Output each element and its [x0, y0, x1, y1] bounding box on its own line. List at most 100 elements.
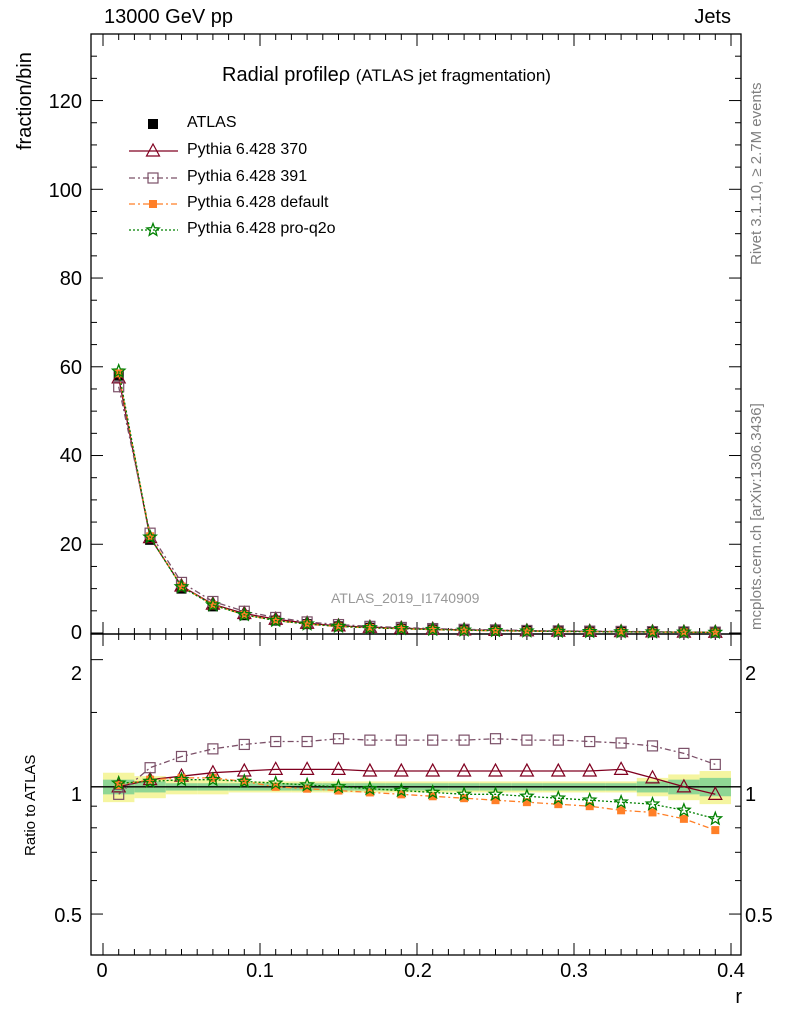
legend-marker — [148, 119, 158, 129]
ratio-data-point — [676, 778, 692, 793]
ratio-data-point — [707, 786, 723, 800]
ratio-data-point — [584, 735, 596, 748]
ratio-uncertainty-bands — [103, 771, 731, 805]
x-tick-label: 0.4 — [717, 960, 745, 982]
top-data-point — [173, 578, 190, 594]
x-axis-label: r — [735, 986, 742, 1008]
top-data-point — [365, 623, 374, 632]
top-series-line — [118, 371, 716, 634]
ratio-panel-frame — [90, 633, 742, 956]
ratio-data-point — [425, 762, 441, 777]
legend-label-default: Pythia 6.428 default — [187, 194, 329, 211]
top-data-point — [518, 622, 535, 638]
ratio-data-point — [585, 802, 594, 811]
ratio-data-point — [550, 762, 566, 777]
ratio-data-point — [334, 786, 343, 795]
x-tick-label: 0.1 — [246, 960, 274, 982]
ratio-data-point — [270, 735, 282, 748]
ratio-data-point — [456, 762, 472, 777]
ratio-data-point — [491, 796, 500, 805]
top-y-tick-label: 20 — [59, 534, 82, 556]
top-data-point — [581, 623, 598, 639]
legend-label-370: Pythia 6.428 370 — [187, 141, 308, 158]
ratio-data-point — [142, 773, 159, 789]
legend-marker — [145, 142, 161, 157]
ratio-data-point — [424, 784, 441, 800]
ratio-data-point — [393, 762, 409, 777]
ratio-data-point — [301, 735, 313, 748]
ratio-data-point — [487, 762, 504, 777]
ratio-data-point — [487, 785, 504, 802]
plot-title-symbol: ρ — [338, 64, 351, 86]
top-data-point — [613, 623, 629, 639]
ratio-data-point — [362, 780, 378, 796]
top-data-point — [675, 623, 692, 639]
ratio-data-point — [299, 776, 316, 792]
top-data-point — [644, 623, 661, 639]
legend-marker — [145, 221, 161, 237]
ratio-data-point — [711, 826, 720, 835]
ratio-data-point — [175, 750, 188, 763]
ratio-data-point — [644, 795, 661, 811]
ratio-data-point — [427, 734, 439, 746]
ratio-data-point — [330, 778, 347, 794]
mcplots-reference-label: mcplots.cern.ch [arXiv:1306.3436] — [748, 403, 765, 630]
ratio-data-point — [208, 773, 217, 782]
ratio-data-point — [679, 814, 688, 823]
ratio-y-tick-label: 0.5 — [54, 905, 82, 927]
ratio-data-point — [330, 761, 347, 775]
top-data-point — [267, 612, 284, 628]
ratio-panel-series — [110, 733, 724, 835]
rivet-version-label: Rivet 3.1.10, ≥ 2.7M events — [748, 82, 765, 266]
ratio-data-point — [709, 758, 721, 771]
ratio-data-point — [644, 769, 661, 784]
top-y-tick-label: 0 — [70, 622, 82, 644]
ratio-data-point — [110, 774, 127, 790]
plot-title: Radial profileρ (ATLAS jet fragmentation… — [222, 64, 551, 87]
ratio-series-line — [118, 768, 716, 795]
ratio-data-point — [676, 801, 692, 818]
ratio-data-point — [550, 789, 567, 805]
top-data-point — [585, 627, 594, 636]
top-data-point — [707, 624, 724, 640]
ratio-data-point — [236, 773, 253, 789]
ratio-data-point — [428, 792, 437, 801]
analysis-watermark: ATLAS_2019_I1740909 — [331, 590, 480, 606]
ratio-data-point — [395, 734, 407, 746]
top-data-point — [428, 625, 437, 634]
ratio-data-point — [393, 782, 410, 798]
top-data-point — [550, 623, 567, 639]
ratio-data-point — [678, 747, 690, 759]
top-data-point — [487, 622, 504, 638]
ratio-data-point — [646, 740, 659, 752]
top-data-point — [110, 362, 127, 378]
ratio-data-point — [648, 808, 657, 817]
top-y-tick-label: 80 — [59, 268, 82, 290]
ratio-data-point — [554, 800, 563, 809]
legend-label-proq2o: Pythia 6.428 pro-q2o — [187, 220, 336, 237]
ratio-data-point — [364, 734, 376, 746]
ratio-data-point — [489, 733, 502, 745]
top-series-line — [118, 386, 716, 633]
ratio-data-point — [581, 791, 598, 807]
process-label: Jets — [694, 6, 731, 28]
ratio-data-point — [617, 806, 626, 815]
ratio-data-point — [518, 787, 535, 803]
top-panel-series — [110, 362, 724, 640]
ratio-data-point — [299, 761, 315, 775]
top-y-tick-label: 60 — [59, 357, 82, 379]
x-tick-label: 0 — [96, 960, 108, 982]
ratio-data-point — [458, 734, 470, 746]
ratio-data-point — [114, 781, 123, 790]
top-y-tick-label: 40 — [59, 445, 82, 467]
ratio-data-point — [397, 790, 406, 799]
legend-label-atlas: ATLAS — [187, 114, 237, 131]
top-data-point — [208, 601, 217, 610]
top-data-point — [334, 622, 343, 631]
legend-marker — [149, 200, 157, 208]
ratio-data-point — [707, 810, 724, 826]
top-data-point — [397, 624, 406, 633]
top-y-tick-label: 120 — [48, 91, 82, 113]
top-data-point — [177, 582, 186, 591]
legend-marker — [147, 172, 159, 184]
